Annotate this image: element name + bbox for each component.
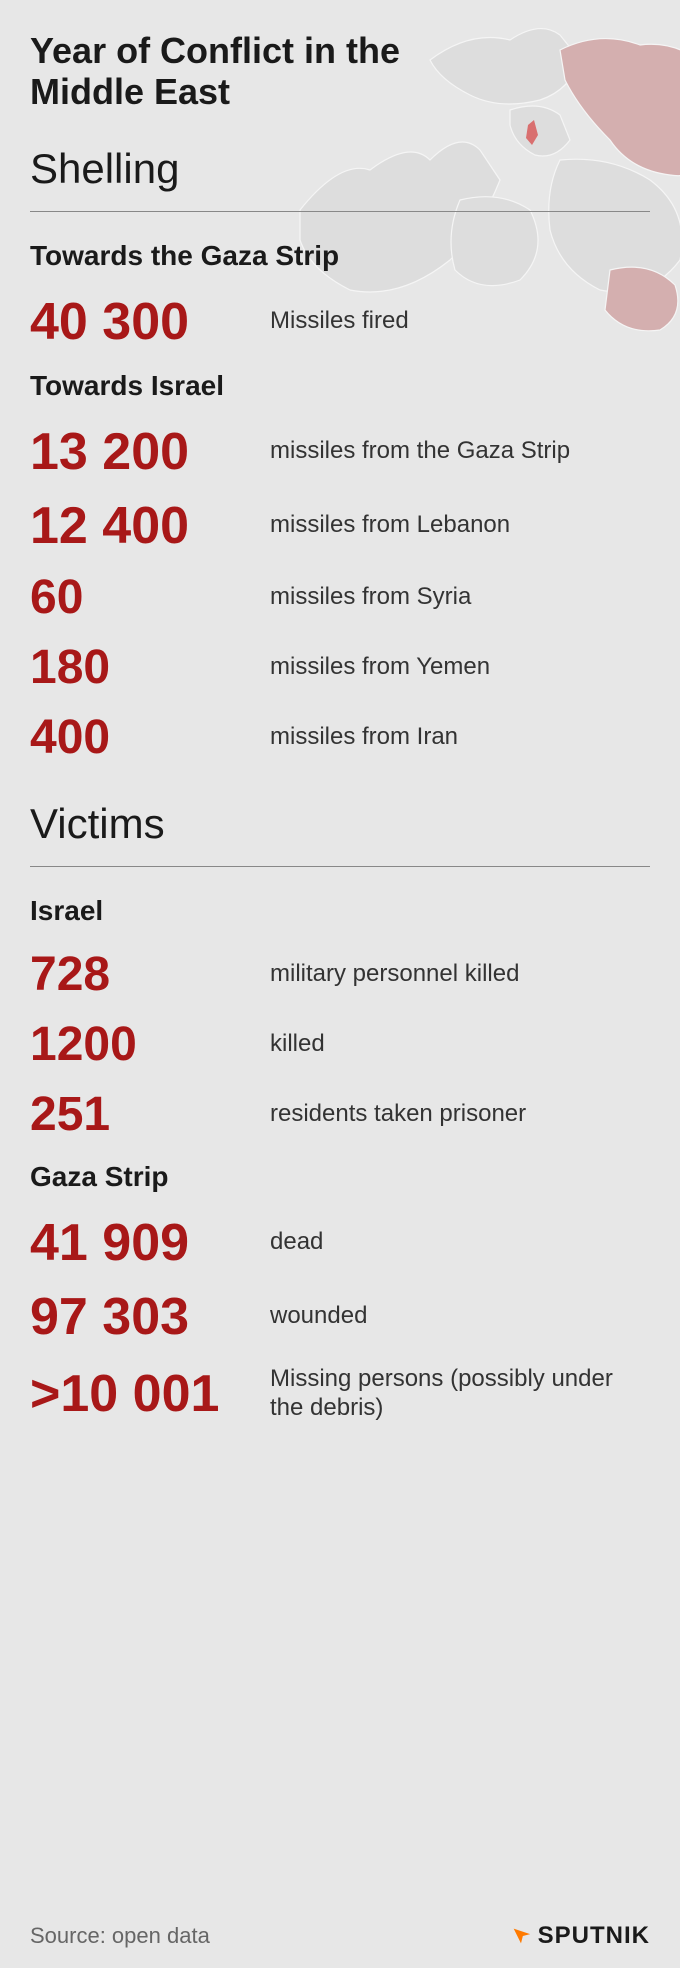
stat-label: missiles from Iran [260,723,458,752]
stat-value: 97 303 [30,1291,260,1343]
stat-label: Missiles fired [260,307,409,336]
stat-label: residents taken prisoner [260,1100,526,1129]
stat-row: 60 missiles from Syria [30,574,650,622]
brand-name: SPUTNIK [538,1922,650,1950]
divider [30,866,650,867]
stat-label: wounded [260,1302,367,1331]
stat-value: 40 300 [30,296,260,348]
subsection-victims-gaza-heading: Gaza Strip [30,1161,650,1193]
stat-value: 12 400 [30,500,260,552]
stat-row: 180 missiles from Yemen [30,644,650,692]
stat-row: 40 300 Missiles fired [30,296,650,348]
stat-value: 400 [30,714,260,762]
sputnik-icon [510,1925,532,1947]
stat-label: missiles from Yemen [260,653,490,682]
stat-value: 180 [30,644,260,692]
footer: Source: open data SPUTNIK [30,1922,650,1950]
stat-value: 251 [30,1091,260,1139]
stat-value: 1200 [30,1021,260,1069]
stat-row: 251 residents taken prisoner [30,1091,650,1139]
stat-row: >10 001 Missing persons (possibly under … [30,1365,650,1423]
stat-row: 41 909 dead [30,1217,650,1269]
stat-row: 728 military personnel killed [30,951,650,999]
section-victims-title: Victims [30,800,650,848]
stat-value: 41 909 [30,1217,260,1269]
source-text: Source: open data [30,1923,210,1949]
stat-label: Missing persons (possibly under the debr… [260,1365,650,1423]
section-shelling-title: Shelling [30,145,650,193]
stat-label: missiles from Syria [260,583,471,612]
stat-row: 400 missiles from Iran [30,714,650,762]
stat-row: 1200 killed [30,1021,650,1069]
stat-label: military personnel killed [260,960,519,989]
stat-value: >10 001 [30,1368,260,1420]
content-container: Year of Conflict in the Middle East Shel… [0,0,680,1464]
brand-logo: SPUTNIK [510,1922,650,1950]
page-title: Year of Conflict in the Middle East [30,30,410,113]
stat-row: 97 303 wounded [30,1291,650,1343]
stat-label: missiles from the Gaza Strip [260,437,570,466]
subsection-gaza-heading: Towards the Gaza Strip [30,240,650,272]
stat-label: missiles from Lebanon [260,511,510,540]
stat-value: 13 200 [30,426,260,478]
subsection-israel-heading: Towards Israel [30,370,650,402]
subsection-victims-israel-heading: Israel [30,895,650,927]
divider [30,211,650,212]
stat-row: 13 200 missiles from the Gaza Strip [30,426,650,478]
stat-value: 60 [30,574,260,622]
stat-value: 728 [30,951,260,999]
stat-label: killed [260,1030,325,1059]
stat-row: 12 400 missiles from Lebanon [30,500,650,552]
stat-label: dead [260,1228,323,1257]
